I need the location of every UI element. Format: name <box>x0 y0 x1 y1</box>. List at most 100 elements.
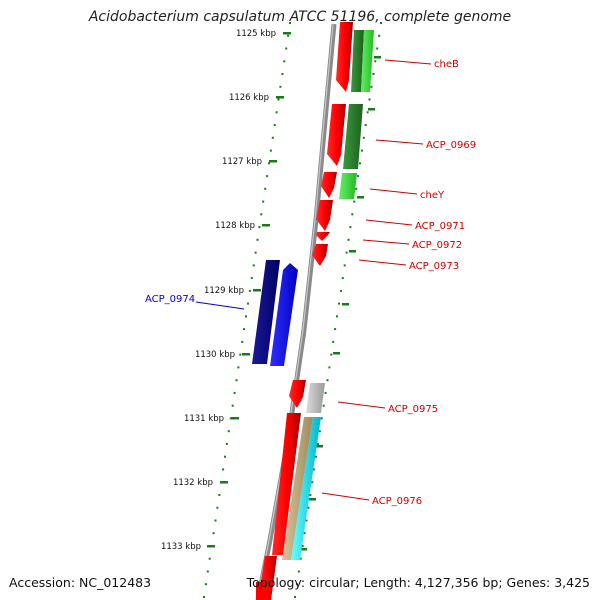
tick-dot <box>289 22 291 24</box>
feature-green-light <box>361 30 374 92</box>
tick-dot <box>311 481 314 484</box>
feature-green-light <box>339 173 357 199</box>
tick-dot <box>225 442 228 445</box>
tick-dot <box>307 506 310 509</box>
tick-dot <box>214 519 217 522</box>
tick-dot <box>256 238 259 241</box>
tick-dot <box>287 34 290 37</box>
tick-dot <box>380 22 382 24</box>
tick-dot <box>271 136 274 139</box>
tick-dot <box>204 583 207 586</box>
tick-dot <box>266 175 269 178</box>
tick-dot <box>336 315 338 318</box>
tick-dot <box>254 251 257 254</box>
tick-mark <box>231 417 239 420</box>
tick-dot <box>295 583 298 586</box>
tick-dot <box>241 340 244 343</box>
tick-dot <box>277 98 280 101</box>
tick-dot <box>275 111 278 114</box>
genome-backbone-highlight <box>256 23 334 600</box>
tick-label: 1129 kbp <box>204 286 244 296</box>
gene-label: ACP_0976 <box>372 496 422 507</box>
tick-mark <box>368 108 375 111</box>
tick-dot <box>309 494 312 496</box>
tick-mark <box>283 32 291 35</box>
tick-dot <box>328 366 331 369</box>
leader-line <box>375 139 424 145</box>
tick-label: 1126 kbp <box>229 93 269 103</box>
gene-lower-fragment <box>256 582 268 600</box>
tick-dot <box>218 494 221 496</box>
tick-dot <box>353 200 356 203</box>
tick-dot <box>224 455 226 458</box>
gene-label: ACP_0969 <box>426 140 476 151</box>
tick-dot <box>334 328 337 331</box>
tick-dot <box>338 302 340 305</box>
tick-dot <box>299 557 302 560</box>
gene-label: ACP_0975 <box>388 404 438 415</box>
tick-dot <box>273 124 276 126</box>
tick-dot <box>301 545 304 547</box>
tick-dot <box>359 162 361 165</box>
gene-label: ACP_0972 <box>412 240 462 251</box>
gene-label: ACP_0974 <box>145 294 195 305</box>
leader-line <box>362 239 410 245</box>
tick-label: 1132 kbp <box>173 478 213 488</box>
feature-green-dark <box>343 104 363 169</box>
tick-dot <box>203 596 205 598</box>
tick-dot <box>374 60 377 63</box>
tick-dot <box>297 570 300 573</box>
tick-dot <box>339 289 342 292</box>
tick-dot <box>318 430 321 433</box>
tick-dot <box>212 532 215 535</box>
tick-mark <box>357 196 364 199</box>
tick-mark <box>374 56 381 59</box>
tick-dot <box>294 596 296 598</box>
tick-mark <box>242 353 250 356</box>
tick-dot <box>233 391 236 394</box>
tick-label: 1128 kbp <box>215 221 255 231</box>
tick-dot <box>248 289 251 292</box>
tick-mark <box>262 224 270 227</box>
gene-ACP_0974-dark <box>252 260 280 364</box>
gene-ACP_0974 <box>270 263 298 366</box>
tick-dot <box>237 366 240 369</box>
tick-dot <box>260 213 263 216</box>
gene-ACP_0969 <box>327 104 346 166</box>
tick-dot <box>320 417 323 420</box>
major-ticks <box>207 32 381 551</box>
tick-dot <box>341 277 344 280</box>
tick-dot <box>330 353 333 356</box>
tick-dot <box>262 200 265 203</box>
tick-dot <box>326 379 329 382</box>
tick-dot <box>357 175 360 178</box>
tick-dot <box>351 213 354 216</box>
tick-dot <box>279 85 282 88</box>
tick-dot <box>243 328 246 331</box>
tick-dot <box>281 73 284 75</box>
tick-dot <box>305 519 308 522</box>
gene-label: cheY <box>420 190 445 201</box>
tick-dot <box>366 111 369 114</box>
tick-dot <box>376 47 379 50</box>
tick-dot <box>332 340 335 343</box>
gene-label: ACP_0971 <box>415 221 465 232</box>
tick-dot <box>216 506 219 509</box>
tick-dot <box>208 557 211 560</box>
tick-label: 1127 kbp <box>222 157 262 167</box>
tick-mark <box>349 250 356 253</box>
genome-backbone <box>255 23 337 600</box>
gene-cheB <box>336 22 353 92</box>
tick-dot <box>349 226 352 229</box>
feature-track <box>282 30 374 560</box>
tick-dot <box>316 442 319 445</box>
tick-dot <box>264 187 267 190</box>
tick-dot <box>222 468 225 471</box>
tick-dot <box>362 136 365 139</box>
tick-mark <box>316 445 323 448</box>
tick-dot <box>343 264 346 267</box>
leader-line <box>365 219 413 226</box>
tick-dot <box>364 124 367 126</box>
tick-dot <box>368 98 371 101</box>
